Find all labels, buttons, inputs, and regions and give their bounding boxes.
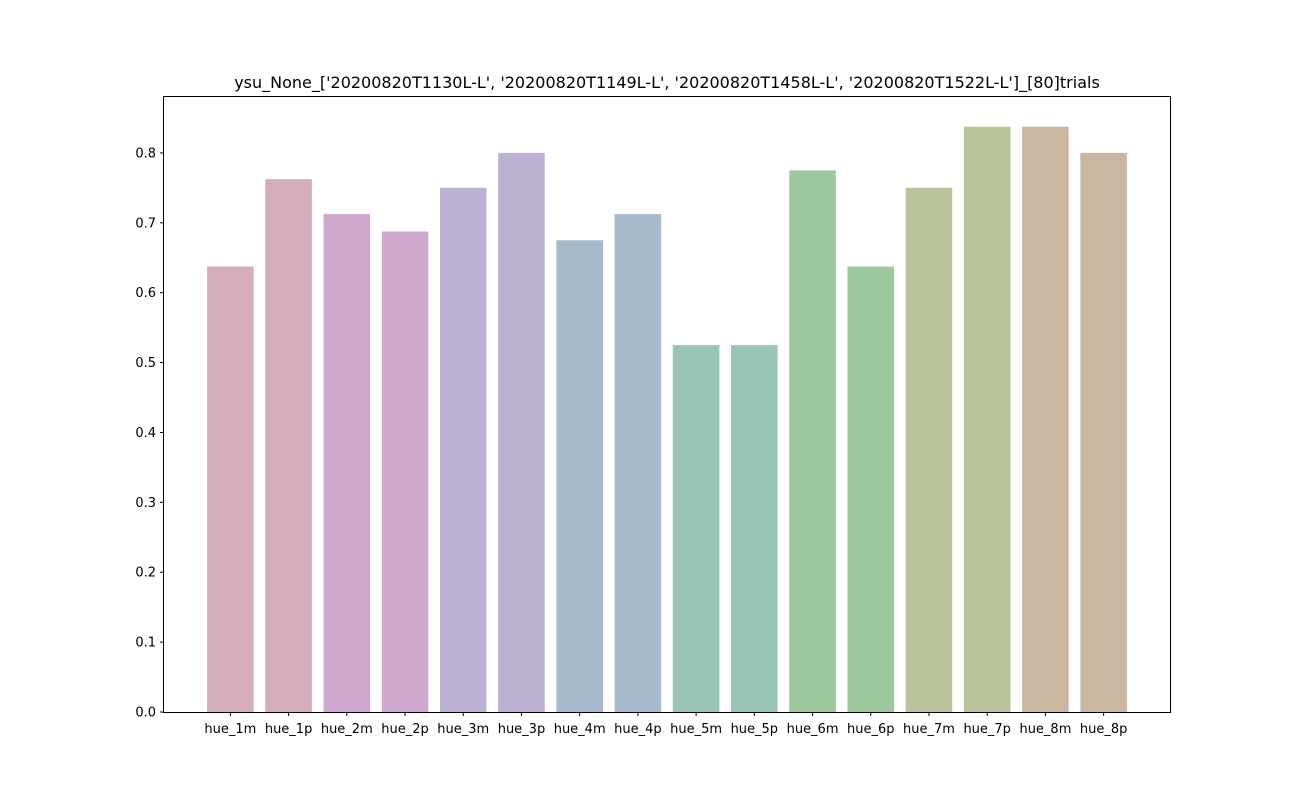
bar-hue_2p <box>381 231 429 712</box>
x-tick-label: hue_1p <box>265 722 313 737</box>
bar-hue_1m <box>207 266 254 712</box>
bars-layer <box>207 126 1127 713</box>
x-tick-label: hue_4p <box>614 722 662 737</box>
y-tick-label: 0.1 <box>135 636 156 651</box>
y-tick-label: 0.0 <box>135 706 156 721</box>
x-tick-label: hue_8m <box>1019 722 1071 737</box>
y-tick-label: 0.7 <box>135 216 156 231</box>
x-tick-label: hue_8p <box>1080 722 1128 737</box>
x-tick-label: hue_3m <box>437 722 489 737</box>
bar-hue_4p <box>614 214 662 712</box>
x-tick-label: hue_1m <box>204 722 256 737</box>
x-axis-ticks: hue_1m hue_1p hue_2m hue_2p hue_3m hue_3p hue_… <box>204 712 1127 737</box>
chart-title: ysu_None_['20200820T1130L-L', '20200820T… <box>234 73 1100 93</box>
bar-hue_6p <box>847 266 895 712</box>
x-tick-label: hue_2p <box>381 722 429 737</box>
x-tick-label: hue_3p <box>498 722 546 737</box>
y-tick-label: 0.3 <box>135 496 156 511</box>
y-tick-label: 0.5 <box>135 356 156 371</box>
y-tick-label: 0.8 <box>135 146 156 161</box>
bar-hue_3p <box>498 152 545 713</box>
bar-hue_7p <box>963 126 1011 712</box>
x-tick-label: hue_5p <box>731 722 779 737</box>
x-tick-label: hue_2m <box>321 722 373 737</box>
bar-hue_4m <box>556 240 603 713</box>
y-tick-label: 0.6 <box>135 286 156 301</box>
bar-hue_2m <box>323 214 371 712</box>
x-tick-label: hue_4m <box>554 722 606 737</box>
x-tick-label: hue_5m <box>670 722 722 737</box>
y-axis-ticks: 0.0 0.1 0.2 0.3 0.4 0.5 0.6 0.7 0.8 <box>135 146 164 721</box>
axes-frame <box>163 96 1171 713</box>
bar-hue_1p <box>265 179 312 713</box>
x-tick-label: hue_6m <box>787 722 839 737</box>
bar-hue_8m <box>1022 126 1069 712</box>
x-tick-label: hue_6p <box>847 722 895 737</box>
bar-hue_7m <box>905 187 953 712</box>
bar-hue_6m <box>789 170 836 712</box>
bar-hue_8p <box>1080 152 1127 713</box>
bar-hue_3m <box>439 187 487 712</box>
x-tick-label: hue_7p <box>963 722 1011 737</box>
x-tick-label: hue_7m <box>903 722 955 737</box>
y-tick-label: 0.4 <box>135 426 156 441</box>
bar-hue_5m <box>672 345 720 712</box>
bar-hue_5p <box>731 345 778 712</box>
y-tick-label: 0.2 <box>135 566 156 581</box>
